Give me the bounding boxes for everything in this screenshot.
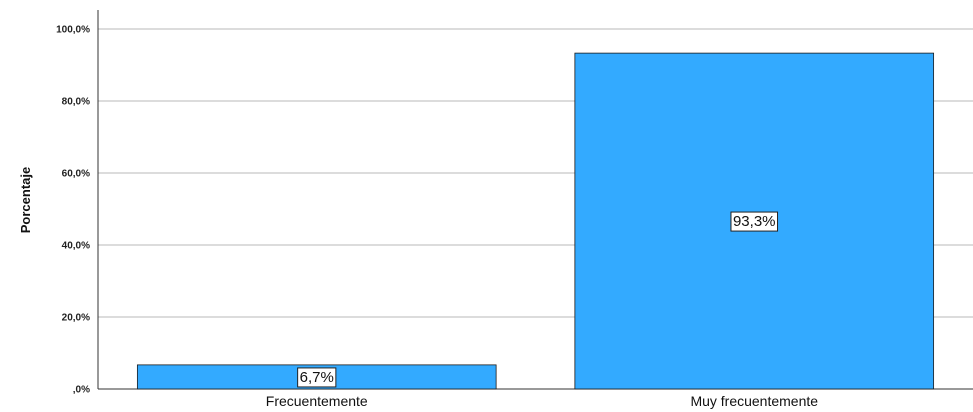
y-tick-label: 100,0%: [56, 25, 90, 36]
y-tick-label: ,0%: [73, 385, 90, 396]
y-tick-label: 60,0%: [62, 169, 90, 180]
y-tick-label: 80,0%: [62, 97, 90, 108]
y-tick-label: 20,0%: [62, 313, 90, 324]
y-axis-ticks: ,0% 20,0% 40,0% 60,0% 80,0% 100,0%: [56, 25, 90, 396]
data-label-box: [297, 367, 337, 388]
y-tick-label: 40,0%: [62, 241, 90, 252]
data-label: 93,3%: [733, 213, 776, 230]
bars: 6,7% 93,3%: [136, 52, 935, 390]
data-label: 6,7%: [300, 369, 334, 386]
x-tick-label: Muy frecuentemente: [690, 393, 818, 409]
y-axis-title: Porcentaje: [18, 167, 33, 233]
x-axis-labels: Frecuentemente Muy frecuentemente: [266, 393, 818, 409]
data-label-box: [730, 211, 779, 232]
x-tick-label: Frecuentemente: [266, 393, 368, 409]
